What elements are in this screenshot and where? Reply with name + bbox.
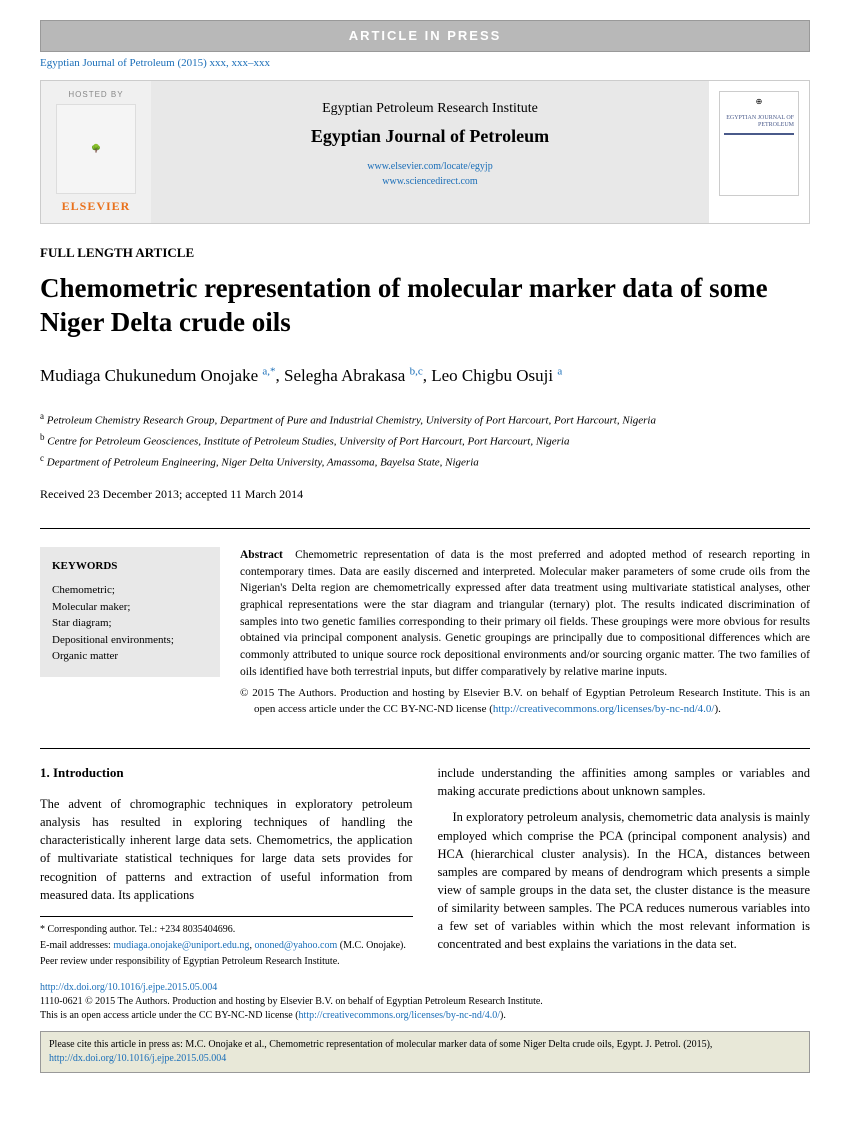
keywords-box: KEYWORDS Chemometric; Molecular maker; S… — [40, 547, 220, 677]
issn-copyright: 1110-0621 © 2015 The Authors. Production… — [40, 995, 810, 1009]
hosted-by-block: HOSTED BY 🌳 ELSEVIER — [41, 81, 151, 223]
citation-top: Egyptian Journal of Petroleum (2015) xxx… — [40, 52, 810, 79]
institute-name: Egyptian Petroleum Research Institute — [161, 99, 699, 119]
cc-license-link[interactable]: http://creativecommons.org/licenses/by-n… — [493, 703, 715, 715]
hosted-by-label: HOSTED BY — [49, 89, 143, 100]
intro-continuation: include understanding the affinities amo… — [438, 764, 811, 800]
author-1[interactable]: Mudiaga Chukunedum Onojake — [40, 366, 258, 385]
article-type: FULL LENGTH ARTICLE — [40, 244, 810, 262]
author-1-sup: a,* — [262, 366, 275, 378]
footnotes: * Corresponding author. Tel.: +234 80354… — [40, 916, 413, 969]
cover-title: EGYPTIAN JOURNAL OF PETROLEUM — [724, 115, 794, 129]
cc-link-2[interactable]: http://creativecommons.org/licenses/by-n… — [299, 1010, 500, 1021]
author-3[interactable]: Leo Chigbu Osuji — [431, 366, 553, 385]
intro-para-2: In exploratory petroleum analysis, chemo… — [438, 808, 811, 953]
doi-section: http://dx.doi.org/10.1016/j.ejpe.2015.05… — [40, 981, 810, 1023]
journal-header: HOSTED BY 🌳 ELSEVIER Egyptian Petroleum … — [40, 80, 810, 224]
link-elsevier[interactable]: www.elsevier.com/locate/egyjp — [161, 159, 699, 174]
corresponding-author: * Corresponding author. Tel.: +234 80354… — [40, 923, 413, 937]
doi-link[interactable]: http://dx.doi.org/10.1016/j.ejpe.2015.05… — [40, 981, 810, 995]
email-line: E-mail addresses: mudiaga.onojake@unipor… — [40, 939, 413, 953]
abstract-body: Chemometric representation of data is th… — [240, 549, 810, 678]
article-in-press-banner: ARTICLE IN PRESS — [40, 20, 810, 52]
author-2-sup: b,c — [410, 366, 423, 378]
elsevier-logo: 🌳 — [56, 104, 136, 194]
journal-name: Egyptian Journal of Petroleum — [161, 124, 699, 149]
keywords-list: Chemometric; Molecular maker; Star diagr… — [52, 582, 208, 665]
cite-doi-link[interactable]: http://dx.doi.org/10.1016/j.ejpe.2015.05… — [49, 1053, 226, 1064]
author-2[interactable]: Selegha Abrakasa — [284, 366, 405, 385]
affiliation-a: Petroleum Chemistry Research Group, Depa… — [47, 415, 656, 427]
body-columns: 1. Introduction The advent of chromograp… — [40, 764, 810, 971]
authors: Mudiaga Chukunedum Onojake a,*, Selegha … — [40, 364, 810, 388]
affiliations: a Petroleum Chemistry Research Group, De… — [40, 410, 810, 471]
copyright-notice: © 2015 The Authors. Production and hosti… — [240, 686, 810, 718]
abstract-section: KEYWORDS Chemometric; Molecular maker; S… — [40, 528, 810, 718]
article-dates: Received 23 December 2013; accepted 11 M… — [40, 486, 810, 503]
cover-image: ⊕ EGYPTIAN JOURNAL OF PETROLEUM — [719, 91, 799, 196]
affiliation-b: Centre for Petroleum Geosciences, Instit… — [47, 436, 569, 448]
publisher-name: ELSEVIER — [49, 198, 143, 215]
keywords-title: KEYWORDS — [52, 559, 208, 574]
cover-thumbnail: ⊕ EGYPTIAN JOURNAL OF PETROLEUM — [709, 81, 809, 223]
abstract-text: Abstract Chemometric representation of d… — [240, 547, 810, 718]
column-right: include understanding the affinities amo… — [438, 764, 811, 971]
journal-links: www.elsevier.com/locate/egyjp www.scienc… — [161, 159, 699, 189]
peer-review: Peer review under responsibility of Egyp… — [40, 955, 413, 969]
divider — [40, 748, 810, 749]
author-3-sup: a — [557, 366, 562, 378]
intro-para-1: The advent of chromographic techniques i… — [40, 795, 413, 904]
article-title: Chemometric representation of molecular … — [40, 272, 810, 340]
journal-info: Egyptian Petroleum Research Institute Eg… — [151, 81, 709, 223]
email-1[interactable]: mudiaga.onojake@uniport.edu.ng — [113, 940, 249, 951]
link-sciencedirect[interactable]: www.sciencedirect.com — [161, 174, 699, 189]
open-access-line: This is an open access article under the… — [40, 1009, 810, 1023]
section-1-title: 1. Introduction — [40, 764, 413, 783]
citation-box: Please cite this article in press as: M.… — [40, 1031, 810, 1073]
email-2[interactable]: ononed@yahoo.com — [254, 940, 337, 951]
abstract-label: Abstract — [240, 549, 283, 561]
column-left: 1. Introduction The advent of chromograp… — [40, 764, 413, 971]
affiliation-c: Department of Petroleum Engineering, Nig… — [47, 457, 479, 469]
